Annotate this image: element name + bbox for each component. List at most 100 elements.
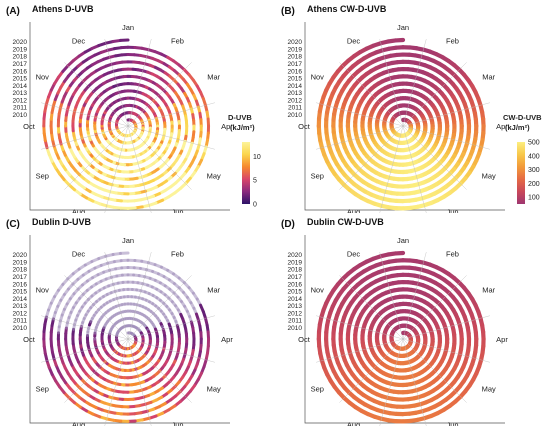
legend-unit: (kJ/m²): [230, 123, 255, 132]
panel-dublin-d-uvb: (C)Dublin D-UVBJanFebMarAprMayJunJulAugS…: [0, 213, 275, 426]
month-label: Sep: [311, 172, 324, 181]
legend-colorbar: [517, 142, 525, 204]
year-tick-label: 2011: [13, 318, 27, 325]
month-gridline: [104, 125, 129, 213]
legend-tick-label: 300: [528, 167, 540, 174]
month-label: Aug: [347, 208, 360, 213]
month-gridline: [339, 275, 404, 340]
month-gridline: [316, 315, 404, 340]
month-label: Apr: [496, 122, 508, 131]
year-tick-label: 2015: [288, 289, 303, 296]
month-label: Oct: [298, 335, 311, 344]
year-tick-label: 2018: [13, 54, 28, 61]
month-gridline: [402, 39, 427, 127]
axis-frame: [304, 235, 505, 424]
year-tick-label: 2019: [288, 46, 303, 53]
month-label: Mar: [482, 286, 495, 295]
month-label: Aug: [72, 208, 85, 213]
month-gridline: [41, 125, 129, 150]
month-gridline: [127, 102, 215, 127]
month-label: Oct: [298, 122, 311, 131]
month-gridline: [127, 125, 152, 213]
month-label: Aug: [347, 421, 360, 426]
month-gridline: [41, 102, 129, 127]
month-gridline: [127, 125, 215, 150]
month-gridline: [127, 338, 192, 403]
month-label: Oct: [23, 122, 36, 131]
year-tick-label: 2015: [288, 76, 303, 83]
year-tick-label: 2010: [288, 112, 303, 119]
year-tick-label: 2019: [13, 46, 28, 53]
year-tick-label: 2011: [13, 105, 27, 112]
legend-tick-label: 200: [528, 181, 540, 188]
chart-svg: (A)Athens D-UVBJanFebMarAprMayJunJulAugS…: [6, 4, 261, 213]
year-tick-label: 2012: [288, 97, 303, 104]
axis-frame: [304, 22, 505, 211]
month-gridline: [339, 125, 404, 190]
month-gridline: [379, 338, 404, 426]
month-gridline: [127, 39, 152, 127]
month-label: Apr: [496, 335, 508, 344]
year-tick-label: 2015: [13, 76, 28, 83]
month-label: Feb: [171, 36, 184, 45]
year-tick-label: 2016: [288, 68, 303, 75]
year-tick-label: 2013: [288, 90, 303, 97]
panel-letter: (A): [6, 6, 20, 17]
year-tick-label: 2013: [13, 303, 28, 310]
month-label: Jun: [446, 421, 458, 426]
year-tick-label: 2015: [13, 289, 28, 296]
year-tick-label: 2016: [13, 68, 28, 75]
year-tick-label: 2019: [288, 259, 303, 266]
month-gridline: [379, 125, 404, 213]
chart-title: Athens CW-D-UVB: [307, 4, 387, 14]
year-tick-label: 2014: [13, 83, 28, 90]
month-gridline: [402, 252, 427, 340]
month-gridline: [127, 252, 152, 340]
axis-frame: [29, 235, 230, 424]
month-gridline: [127, 125, 192, 190]
year-tick-label: 2019: [13, 259, 28, 266]
chart-title: Athens D-UVB: [32, 4, 94, 14]
legend-tick-label: 100: [528, 195, 540, 202]
month-gridline: [104, 338, 129, 426]
month-label: Nov: [36, 286, 50, 295]
month-label: Jan: [397, 23, 409, 32]
month-label: Mar: [207, 286, 220, 295]
month-gridline: [64, 125, 129, 190]
panel-letter: (D): [281, 219, 295, 230]
month-gridline: [104, 39, 129, 127]
month-label: Dec: [72, 249, 86, 258]
legend-tick-label: 0: [253, 202, 257, 209]
month-gridline: [127, 338, 215, 363]
chart-title: Dublin CW-D-UVB: [307, 217, 384, 227]
legend-unit: (kJ/m²): [505, 123, 530, 132]
year-tick-label: 2011: [288, 105, 302, 112]
month-label: Sep: [311, 385, 324, 394]
month-gridline: [379, 39, 404, 127]
year-tick-label: 2014: [288, 296, 303, 303]
year-tick-label: 2012: [288, 310, 303, 317]
month-gridline: [316, 102, 404, 127]
year-tick-label: 2013: [13, 90, 28, 97]
month-gridline: [104, 252, 129, 340]
legend-colorbar: [242, 142, 250, 204]
month-label: Jan: [397, 236, 409, 245]
year-tick-label: 2018: [288, 54, 303, 61]
year-tick-label: 2012: [13, 97, 28, 104]
legend-title: D-UVB: [228, 113, 252, 122]
month-label: Aug: [72, 421, 85, 426]
legend-tick-label: 400: [528, 153, 540, 160]
year-tick-label: 2017: [288, 274, 303, 281]
month-gridline: [64, 62, 129, 127]
month-gridline: [402, 125, 467, 190]
month-gridline: [379, 252, 404, 340]
month-label: Apr: [221, 122, 233, 131]
month-label: Jun: [171, 208, 183, 213]
month-gridline: [64, 275, 129, 340]
year-tick-label: 2014: [13, 296, 28, 303]
year-tick-label: 2020: [288, 39, 303, 46]
legend-title: CW-D-UVB: [503, 113, 542, 122]
legend-tick-label: 10: [253, 154, 261, 161]
month-label: Sep: [36, 172, 49, 181]
month-label: Dec: [347, 36, 361, 45]
